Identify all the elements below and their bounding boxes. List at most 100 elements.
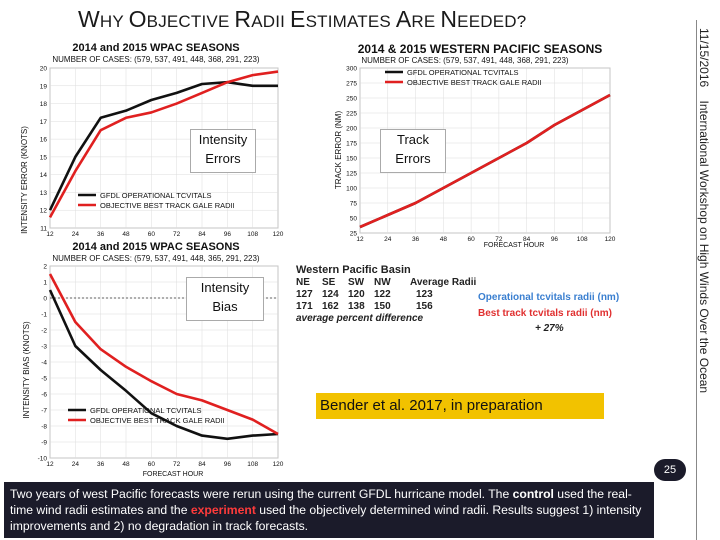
intensity-error-chart: 2014 and 2015 WPAC SEASONS NUMBER OF CAS… bbox=[20, 42, 284, 238]
y-tick-label: 16 bbox=[40, 137, 48, 144]
r2-sw: 138 bbox=[348, 301, 365, 312]
x-tick-label: 108 bbox=[247, 461, 258, 468]
y-tick-label: 250 bbox=[346, 96, 357, 103]
y-tick-label: -7 bbox=[41, 408, 47, 415]
y-axis-label: INTENSITY ERROR (KNOTS) bbox=[20, 126, 29, 234]
r1-sw: 120 bbox=[348, 289, 365, 300]
legend-label: GFDL OPERATIONAL TCVITALS bbox=[407, 68, 519, 77]
y-tick-label: 100 bbox=[346, 186, 357, 193]
slide-title: WHY OBJECTIVE RADII ESTIMATES ARE NEEDED… bbox=[78, 6, 527, 32]
x-tick-label: 108 bbox=[577, 236, 588, 243]
x-tick-label: 120 bbox=[273, 461, 284, 468]
intensity-bias-chart: 2014 and 2015 WPAC SEASONS NUMBER OF CAS… bbox=[22, 241, 284, 478]
legend-label: GFDL OPERATIONAL TCVITALS bbox=[100, 191, 212, 200]
y-tick-label: 11 bbox=[40, 226, 47, 233]
y-tick-label: 15 bbox=[40, 154, 48, 161]
x-tick-label: 84 bbox=[523, 236, 531, 243]
y-tick-label: 275 bbox=[346, 81, 357, 88]
y-tick-label: 18 bbox=[40, 101, 48, 108]
x-tick-label: 120 bbox=[605, 236, 616, 243]
y-tick-label: 50 bbox=[350, 216, 358, 223]
sidebar-divider bbox=[696, 20, 697, 540]
y-tick-label: 1 bbox=[43, 280, 47, 287]
legend-label: GFDL OPERATIONAL TCVITALS bbox=[90, 406, 202, 415]
y-axis-label: INTENSITY BIAS (KNOTS) bbox=[22, 321, 31, 419]
x-tick-label: 12 bbox=[46, 461, 54, 468]
x-tick-label: 12 bbox=[46, 231, 54, 238]
chart-subtitle: NUMBER OF CASES: (579, 537, 491, 448, 36… bbox=[361, 56, 569, 65]
r1-se: 124 bbox=[322, 289, 339, 300]
summary-experiment: experiment bbox=[190, 503, 256, 517]
x-tick-label: 120 bbox=[273, 231, 284, 238]
summary-text-2: used the real-time wind radii estimates … bbox=[10, 487, 632, 517]
r2-desc: Best track tcvitals radii (nm) bbox=[478, 308, 612, 319]
chart-title: 2014 and 2015 WPAC SEASONS bbox=[72, 42, 239, 54]
y-tick-label: 13 bbox=[40, 190, 48, 197]
sidebar-text: 11/15/2016 International Workshop on Hig… bbox=[697, 28, 711, 393]
col-ne: NE bbox=[296, 277, 310, 288]
y-tick-label: 225 bbox=[346, 111, 357, 118]
sidebar-date: 11/15/2016 bbox=[697, 28, 711, 88]
x-tick-label: 72 bbox=[173, 461, 181, 468]
slide-number: 25 bbox=[654, 459, 686, 481]
y-tick-label: 19 bbox=[40, 83, 48, 90]
y-tick-label: 20 bbox=[40, 66, 48, 73]
chart-subtitle: NUMBER OF CASES: (579, 537, 491, 448, 36… bbox=[52, 55, 260, 64]
x-tick-label: 96 bbox=[551, 236, 559, 243]
y-tick-label: -8 bbox=[41, 424, 47, 431]
col-nw: NW bbox=[374, 277, 391, 288]
r2-avg: 156 bbox=[416, 301, 433, 312]
y-tick-label: -5 bbox=[41, 376, 47, 383]
x-tick-label: 84 bbox=[198, 231, 206, 238]
series-line-objective-best-track bbox=[48, 273, 279, 436]
chart-subtitle: NUMBER OF CASES: (579, 537, 491, 448, 36… bbox=[52, 254, 260, 263]
col-se: SE bbox=[322, 277, 336, 288]
chart-title: 2014 and 2015 WPAC SEASONS bbox=[72, 241, 239, 253]
y-tick-label: 14 bbox=[40, 172, 48, 179]
x-tick-label: 48 bbox=[440, 236, 448, 243]
y-tick-label: -10 bbox=[38, 456, 48, 463]
intensity-bias-label: Intensity Bias bbox=[186, 277, 264, 321]
y-tick-label: 17 bbox=[40, 119, 48, 126]
y-tick-label: 12 bbox=[40, 208, 48, 215]
y-tick-label: 300 bbox=[346, 66, 357, 73]
x-tick-label: 60 bbox=[467, 236, 475, 243]
x-tick-label: 96 bbox=[224, 231, 232, 238]
x-tick-label: 60 bbox=[148, 461, 156, 468]
x-tick-label: 72 bbox=[173, 231, 181, 238]
y-tick-label: -1 bbox=[41, 312, 47, 319]
y-tick-label: 0 bbox=[43, 296, 47, 303]
y-tick-label: 150 bbox=[346, 156, 357, 163]
series-line-objective-best-track bbox=[359, 93, 611, 229]
x-tick-label: 96 bbox=[224, 461, 232, 468]
legend-label: OBJECTIVE BEST TRACK GALE RADII bbox=[90, 416, 225, 425]
y-tick-label: 125 bbox=[346, 171, 357, 178]
r1-nw: 122 bbox=[374, 289, 391, 300]
r1-desc: Operational tcvitals radii (nm) bbox=[478, 292, 620, 303]
r2-nw: 150 bbox=[374, 301, 391, 312]
r2-ne: 171 bbox=[296, 301, 313, 312]
series-line-gfdl-operational bbox=[48, 80, 278, 211]
citation: Bender et al. 2017, in preparation bbox=[316, 393, 604, 419]
r1-avg: 123 bbox=[416, 289, 433, 300]
r2-se: 162 bbox=[322, 301, 339, 312]
chart-title: 2014 & 2015 WESTERN PACIFIC SEASONS bbox=[358, 42, 603, 56]
diff-value: + 27% bbox=[535, 323, 564, 334]
summary-text-1: Two years of west Pacific forecasts were… bbox=[10, 487, 513, 501]
y-tick-label: 2 bbox=[43, 264, 47, 271]
intensity-errors-label: Intensity Errors bbox=[190, 129, 256, 173]
y-tick-label: -9 bbox=[41, 440, 47, 447]
x-tick-label: 60 bbox=[148, 231, 156, 238]
x-tick-label: 24 bbox=[384, 236, 392, 243]
y-axis-label: TRACK ERROR (NM) bbox=[334, 111, 343, 190]
track-error-chart: 2014 & 2015 WESTERN PACIFIC SEASONS NUMB… bbox=[334, 42, 616, 249]
diff-label: average percent difference bbox=[296, 313, 424, 324]
series-line-gfdl-operational bbox=[48, 289, 279, 441]
summary-control: control bbox=[512, 487, 554, 501]
x-tick-label: 36 bbox=[412, 236, 420, 243]
x-axis-label: FORECAST HOUR bbox=[143, 471, 204, 478]
y-tick-label: 175 bbox=[346, 141, 357, 148]
col-sw: SW bbox=[348, 277, 365, 288]
x-tick-label: 36 bbox=[97, 461, 105, 468]
x-tick-label: 48 bbox=[122, 461, 130, 468]
